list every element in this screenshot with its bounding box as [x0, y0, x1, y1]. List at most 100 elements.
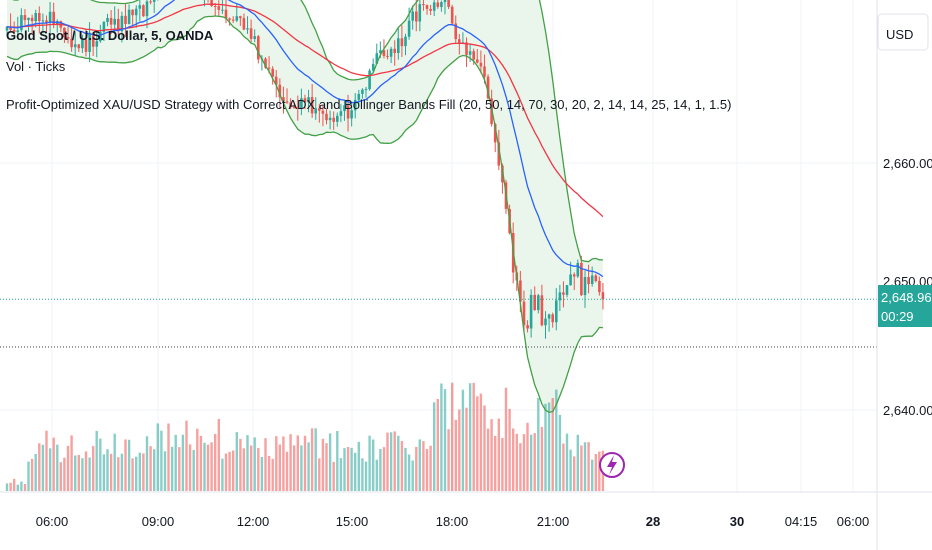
volume-bar — [289, 434, 292, 491]
candle-body — [519, 280, 522, 302]
candle-body — [443, 0, 447, 3]
volume-bar — [253, 437, 256, 491]
volume-bar — [192, 449, 195, 491]
candle-body — [249, 28, 253, 39]
candle-body — [468, 51, 472, 55]
volume-bar — [70, 435, 73, 491]
symbol-title[interactable]: Gold Spot / U.S. Dollar, 5, OANDA — [6, 28, 214, 43]
volume-bar — [587, 442, 590, 491]
candle-body — [336, 115, 339, 122]
volume-bar — [124, 439, 127, 491]
candle-body — [529, 294, 533, 329]
candle-body — [415, 11, 418, 22]
volume-bar — [84, 451, 88, 491]
candle-body — [321, 110, 325, 114]
volume-bar — [512, 428, 515, 491]
volume-bar — [476, 396, 479, 491]
volume-bar — [346, 447, 350, 491]
candle-body — [325, 113, 328, 121]
candle-body — [472, 51, 475, 60]
volume-bar — [440, 383, 443, 491]
volume-bar — [99, 438, 102, 491]
time-tick-label: 30 — [730, 514, 744, 529]
volume-bar — [382, 447, 386, 491]
candle-body — [45, 20, 48, 23]
volume-bar — [16, 484, 19, 491]
volume-bar — [249, 445, 253, 491]
volume-bar — [569, 449, 572, 491]
candle-body — [497, 142, 501, 166]
volume-bar — [591, 459, 594, 491]
volume-bar — [573, 456, 576, 491]
candle-body — [447, 0, 450, 7]
candle-body — [66, 37, 70, 39]
candle-body — [224, 9, 228, 19]
plot-area[interactable] — [0, 0, 877, 491]
volume-bar — [372, 439, 375, 491]
volume-bars — [5, 382, 605, 491]
volume-bar — [314, 428, 317, 491]
volume-bar — [537, 397, 540, 491]
candle-body — [371, 63, 375, 71]
volume-bar — [45, 430, 48, 491]
candle-body — [353, 99, 357, 111]
volume-bar — [458, 409, 461, 491]
volume-bar — [483, 405, 486, 491]
volume-indicator-label[interactable]: Vol · Ticks — [6, 59, 66, 74]
candle-body — [562, 292, 565, 295]
volume-bar — [181, 434, 185, 491]
ema-slow-line — [6, 3, 604, 218]
candle-body — [221, 9, 224, 11]
lightning-icon[interactable] — [599, 452, 625, 478]
volume-bar — [142, 453, 145, 491]
candle-body — [386, 55, 389, 57]
volume-bar — [404, 447, 407, 491]
candle-body — [274, 76, 278, 85]
candle-body — [522, 301, 526, 326]
volume-bar — [547, 402, 551, 491]
volume-bar — [321, 438, 325, 491]
candle-body — [127, 9, 131, 24]
volume-bar — [332, 461, 335, 491]
volume-bar — [267, 455, 271, 491]
volume-bar — [580, 445, 583, 491]
volume-bar — [310, 428, 314, 491]
candle-body — [346, 105, 350, 119]
candle-body — [422, 4, 425, 6]
currency-button[interactable]: USD — [877, 13, 929, 51]
volume-bar — [486, 428, 490, 491]
candle-body — [339, 111, 343, 116]
price-axis-panel[interactable] — [877, 0, 932, 492]
volume-bar — [20, 481, 23, 491]
volume-bar — [27, 461, 30, 491]
volume-bar — [443, 389, 447, 491]
volume-bar — [41, 444, 45, 491]
volume-bar — [56, 444, 59, 491]
candle-body — [493, 124, 497, 143]
candle-body — [16, 30, 20, 33]
volume-bar — [472, 382, 475, 491]
volume-bar — [203, 442, 206, 491]
candle-body — [95, 41, 99, 47]
candle-body — [228, 18, 231, 20]
candle-body — [379, 50, 382, 54]
strategy-label[interactable]: Profit-Optimized XAU/USD Strategy with C… — [6, 97, 732, 112]
volume-bar — [264, 438, 267, 491]
candle-body — [389, 48, 393, 57]
time-tick-label: 21:00 — [537, 514, 570, 529]
volume-bar — [145, 436, 149, 491]
candle-body — [30, 17, 34, 22]
candle-body — [368, 70, 371, 90]
candle-body — [407, 20, 411, 37]
volume-bar — [490, 419, 493, 491]
candle-body — [565, 285, 569, 295]
candle-body — [537, 295, 540, 311]
volume-bar — [400, 441, 404, 491]
volume-bar — [533, 433, 536, 491]
volume-bar — [465, 407, 468, 491]
time-tick-label: 09:00 — [142, 514, 175, 529]
candle-body — [52, 11, 55, 25]
volume-bar — [479, 393, 483, 491]
volume-bar — [138, 452, 141, 491]
